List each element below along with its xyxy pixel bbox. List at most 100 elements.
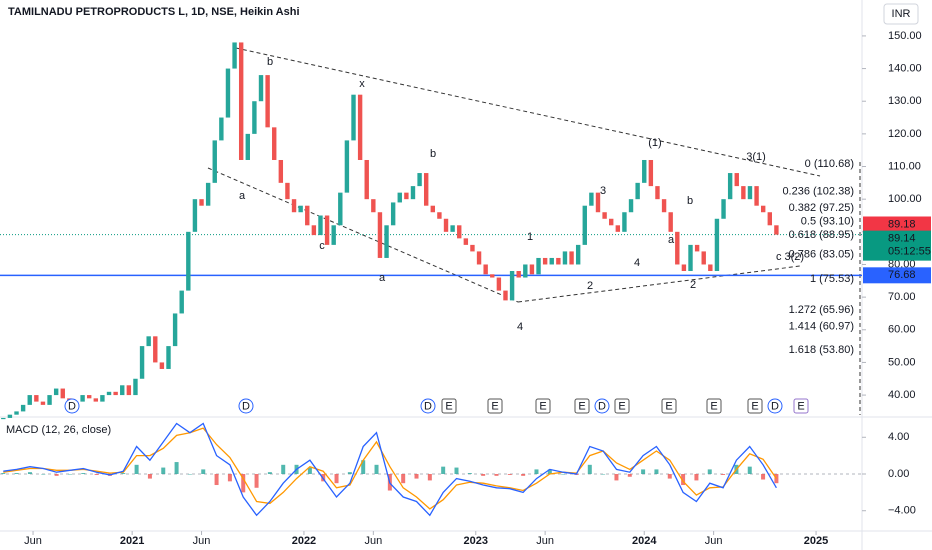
y-tick-label: 4.00: [888, 431, 909, 443]
x-tick-label: Jun: [24, 535, 42, 547]
event-marker: [64, 398, 80, 414]
histogram-bar: [614, 474, 619, 481]
candle: [609, 218, 614, 226]
wave-label: a: [379, 272, 386, 284]
support-label: 76.68: [888, 269, 916, 281]
y-tick-label: 50.00: [888, 356, 916, 368]
candle: [7, 414, 13, 418]
wave-label: 4: [517, 321, 523, 333]
histogram-bar: [547, 469, 552, 474]
candle: [232, 42, 237, 69]
event-marker: [441, 398, 457, 414]
candle: [146, 336, 151, 347]
fib-label: 0.618 (88.95): [789, 229, 854, 241]
candle: [661, 199, 667, 213]
candle: [681, 264, 687, 272]
candle: [443, 218, 449, 232]
candle: [628, 199, 634, 213]
event-label: E: [618, 400, 625, 412]
wave-label: x: [359, 78, 365, 90]
histogram-bar: [1, 473, 6, 474]
fib-label: 1.272 (65.96): [789, 304, 854, 316]
candle: [437, 212, 442, 219]
candle: [734, 173, 739, 187]
wave-label: b: [687, 195, 693, 207]
x-tick-label: 2021: [120, 535, 144, 547]
event-marker: [793, 398, 809, 414]
y-tick-label: 100.00: [888, 193, 922, 205]
histogram-bar: [54, 474, 59, 476]
y-tick-label: 40.00: [888, 389, 916, 401]
candle: [496, 277, 502, 291]
wave-label: 4: [634, 257, 640, 269]
histogram-bar: [214, 474, 219, 486]
candle: [774, 225, 779, 235]
candle: [410, 186, 416, 200]
candle: [542, 257, 548, 265]
histogram-bar: [41, 474, 46, 475]
wave-label: b: [267, 56, 273, 68]
histogram-bar: [521, 474, 526, 476]
candle: [582, 205, 587, 245]
event-label: E: [539, 400, 546, 412]
candle: [430, 205, 436, 213]
x-tick-label: Jun: [705, 535, 723, 547]
candle: [727, 173, 733, 200]
histogram-bar: [467, 473, 472, 474]
candle: [199, 199, 204, 206]
currency-box[interactable]: [883, 3, 919, 25]
candle: [258, 75, 264, 102]
fib-label: 0.786 (83.05): [789, 248, 854, 260]
wave-label: 2: [587, 280, 593, 292]
candle: [675, 231, 680, 265]
event-label: E: [665, 400, 672, 412]
candle: [139, 346, 145, 379]
fib-label: 0.382 (97.25): [789, 202, 854, 214]
histogram-bar: [641, 469, 646, 474]
x-tick-label: 2024: [632, 535, 657, 547]
event-label: D: [424, 400, 432, 412]
candle: [186, 231, 191, 291]
histogram-bar: [241, 474, 246, 493]
candle: [503, 290, 508, 301]
candle: [523, 264, 528, 278]
candle: [760, 205, 766, 213]
event-label: D: [242, 400, 250, 412]
candle: [318, 215, 323, 236]
candle: [655, 186, 660, 200]
currency[interactable]: INR: [892, 8, 911, 20]
event-marker: [574, 398, 590, 414]
histogram-bar: [747, 466, 752, 474]
y-tick-label: 70.00: [888, 291, 916, 303]
event-label: D: [68, 400, 76, 412]
support-label-box: [863, 267, 931, 284]
histogram-bar: [134, 464, 139, 474]
candle: [747, 186, 753, 200]
candle: [476, 251, 482, 265]
y-tick-label: 110.00: [888, 160, 921, 172]
candle: [714, 218, 720, 272]
candle: [305, 205, 310, 226]
candle: [404, 192, 409, 200]
candle: [179, 290, 184, 314]
histogram-bar: [374, 464, 379, 474]
fib-label: 1.414 (60.97): [789, 321, 854, 333]
candle: [298, 205, 303, 213]
candle: [265, 75, 270, 128]
wave-label: 2: [690, 279, 696, 291]
candle: [311, 225, 317, 236]
histogram-bar: [334, 474, 339, 484]
candle: [688, 244, 693, 272]
histogram-bar: [147, 474, 152, 479]
candle: [93, 398, 99, 402]
candle: [529, 264, 535, 275]
candle: [172, 313, 178, 347]
candle: [133, 378, 138, 396]
candle: [708, 264, 713, 272]
event-label: E: [491, 400, 498, 412]
candle: [14, 411, 19, 415]
candle: [556, 257, 561, 265]
candle: [20, 404, 26, 412]
candle: [219, 117, 224, 141]
candle: [490, 274, 495, 278]
